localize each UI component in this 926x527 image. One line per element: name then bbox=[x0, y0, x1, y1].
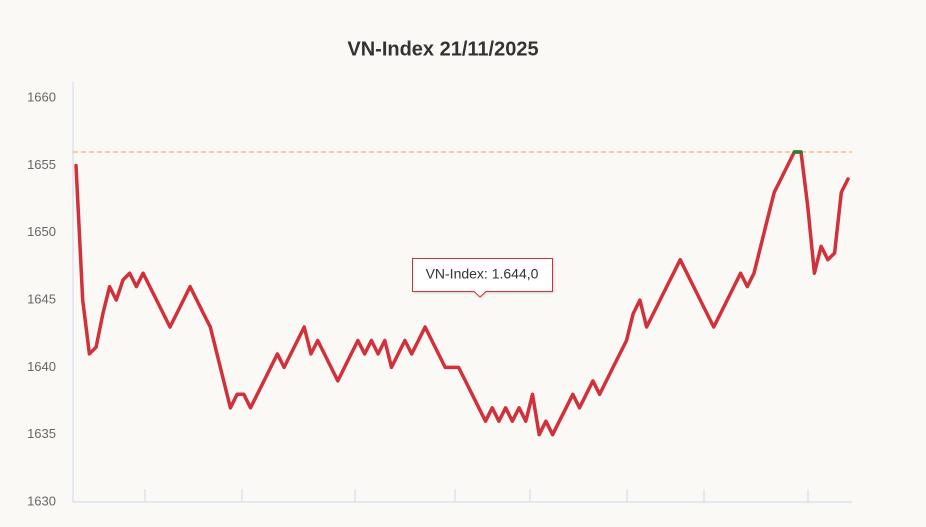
tooltip-text: VN-Index: 1.644,0 bbox=[426, 266, 539, 282]
y-tick-label: 1635 bbox=[27, 426, 56, 441]
y-tick-label: 1655 bbox=[27, 157, 56, 172]
y-tick-label: 1630 bbox=[27, 493, 56, 508]
plot: 1630 1635 1640 1645 1650 1655 1660 bbox=[27, 90, 852, 508]
tooltip: VN-Index: 1.644,0 bbox=[412, 258, 553, 298]
y-tick-label: 1660 bbox=[27, 90, 56, 105]
y-tick-label: 1650 bbox=[27, 224, 56, 239]
y-tick-label: 1645 bbox=[27, 292, 56, 307]
chart-title: VN-Index 21/11/2025 bbox=[347, 38, 538, 60]
line-series bbox=[74, 150, 850, 437]
x-ticks bbox=[144, 489, 809, 502]
tooltip-box bbox=[412, 258, 553, 298]
y-tick-label: 1640 bbox=[27, 359, 56, 374]
